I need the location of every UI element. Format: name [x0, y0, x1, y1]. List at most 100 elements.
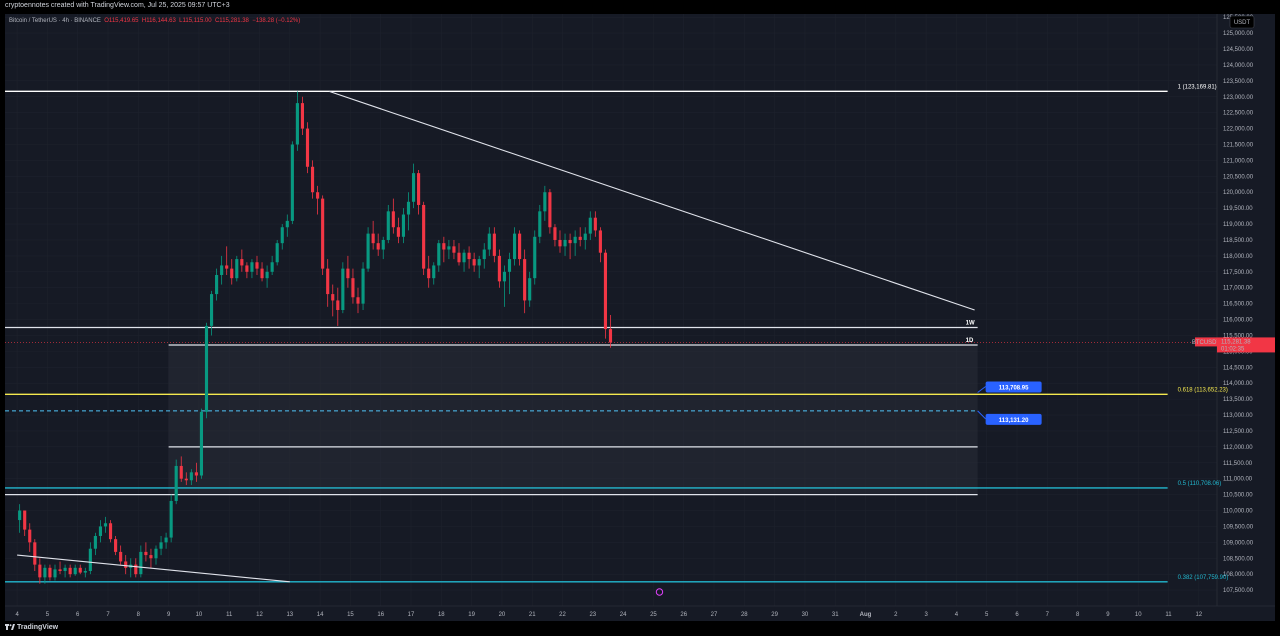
grid-layer	[5, 14, 1217, 606]
candle-body	[164, 537, 168, 543]
trendline-1	[17, 554, 290, 583]
candlestick-chart-svg[interactable]: 107,500.00 108,000.00 108,500.00 109,000.00…	[5, 14, 1275, 621]
price-tick-label: 124,500.00	[1223, 47, 1254, 53]
tradingview-brand-text: TradingView	[17, 624, 59, 631]
candle-body	[33, 542, 37, 565]
time-tick-label: 24	[620, 612, 627, 618]
time-tick-label: 21	[529, 612, 536, 618]
time-tick-label: 25	[650, 612, 657, 618]
candle-body	[285, 220, 289, 228]
candle-body	[442, 243, 446, 250]
chart-area[interactable]: 107,500.00 108,000.00 108,500.00 109,000.00…	[5, 14, 1275, 621]
candle-body	[204, 325, 209, 412]
candle-body	[68, 567, 72, 575]
candle-body	[220, 265, 224, 275]
candle-body	[245, 265, 249, 272]
event-marker-icon	[655, 588, 664, 596]
candle-body	[124, 561, 128, 568]
candle-body	[305, 128, 310, 167]
tradingview-logo[interactable]: TradingView	[5, 624, 58, 631]
time-tick-label: 6	[1015, 612, 1019, 618]
candle-body	[144, 551, 148, 556]
candle-body	[588, 217, 592, 234]
price-tick-label: 111,000.00	[1223, 477, 1253, 483]
price-tick-label: 122,000.00	[1223, 127, 1254, 133]
price-tick-label: 123,500.00	[1223, 79, 1254, 85]
candle-body	[310, 166, 315, 193]
candle-body	[457, 252, 461, 263]
time-tick-label: 7	[106, 612, 110, 618]
candle-body	[543, 192, 547, 212]
tradingview-logo-icon	[5, 624, 15, 631]
trendline-0	[329, 90, 975, 311]
candle-body	[73, 567, 77, 575]
time-tick-label: 26	[680, 612, 687, 618]
candle-body	[103, 523, 108, 527]
candle-body	[336, 300, 340, 310]
candle-body	[300, 103, 305, 129]
price-tag-countdown: 01:02:35	[1221, 346, 1245, 352]
candle-body	[240, 259, 244, 266]
candle-body	[482, 249, 486, 260]
candle-body	[184, 478, 188, 481]
price-tick-label: 112,000.00	[1223, 445, 1253, 451]
candle-body	[487, 233, 491, 250]
time-tick-label: 4	[955, 612, 959, 618]
price-tick-label: 107,500.00	[1223, 588, 1254, 594]
candle-body	[467, 252, 471, 260]
candle-body	[53, 569, 57, 578]
time-tick-label: 2	[894, 612, 898, 618]
price-callout-lower-box	[985, 413, 1042, 425]
candle-body	[512, 233, 517, 260]
candle-body	[189, 472, 193, 481]
candle-body	[58, 569, 62, 571]
time-tick-label: 28	[741, 612, 748, 618]
candle-body	[462, 252, 466, 263]
time-tick-label: 15	[347, 612, 354, 618]
candle-body	[139, 551, 143, 575]
price-tick-label: 122,500.00	[1223, 111, 1254, 117]
zone-layer	[168, 345, 978, 495]
candle-body	[548, 192, 552, 228]
price-tick-label: 121,500.00	[1223, 142, 1254, 148]
candle-body	[558, 239, 562, 247]
candle-body	[199, 411, 204, 476]
time-tick-label: 4	[15, 612, 19, 618]
time-tick-label: 9	[167, 612, 171, 618]
time-tick-label: Aug	[860, 612, 872, 618]
price-tick-label: 110,000.00	[1223, 509, 1253, 515]
candle-body	[326, 268, 330, 295]
candle-body	[391, 211, 395, 228]
candle-body	[497, 255, 501, 282]
candle-body	[381, 239, 385, 250]
candle-body	[528, 278, 532, 301]
time-tick-label: 5	[46, 612, 50, 618]
price-tick-label: 118,000.00	[1223, 254, 1253, 260]
candle-body	[18, 510, 22, 521]
symbol-legend[interactable]: Bitcoin / TetherUS · 4h · BINANCE O115,4…	[9, 18, 300, 24]
price-tick-label: 123,000.00	[1223, 95, 1254, 101]
candle-body	[523, 259, 527, 301]
candle-body	[225, 265, 229, 269]
price-callout-lower-pointer	[977, 410, 986, 420]
candle-body	[28, 529, 32, 543]
time-tick-label: 5	[985, 612, 989, 618]
time-tick-label: 6	[76, 612, 80, 618]
candle-body	[38, 564, 42, 578]
candle-body	[351, 278, 355, 298]
attribution-text: cryptoennotes created with TradingView.c…	[5, 2, 230, 9]
overlay-layer	[17, 90, 1042, 596]
labels-layer: 1 (123,169.81) 0.618 (113,652.23) 0.5 (110…	[966, 84, 1229, 580]
candle-body	[250, 262, 254, 272]
price-callout-upper-pointer	[977, 386, 986, 393]
candle-body	[563, 239, 567, 247]
fib-label-0.382: 0.382 (107,759.90)	[1178, 575, 1229, 581]
candle-body	[316, 192, 320, 199]
candle-body	[341, 268, 345, 310]
price-callout-lower-text: 113,131.20	[999, 418, 1029, 424]
price-tick-label: 118,500.00	[1223, 238, 1253, 244]
bottom-bar: TradingView	[0, 621, 1280, 636]
candle-body	[154, 548, 158, 559]
candle-body	[573, 236, 577, 244]
